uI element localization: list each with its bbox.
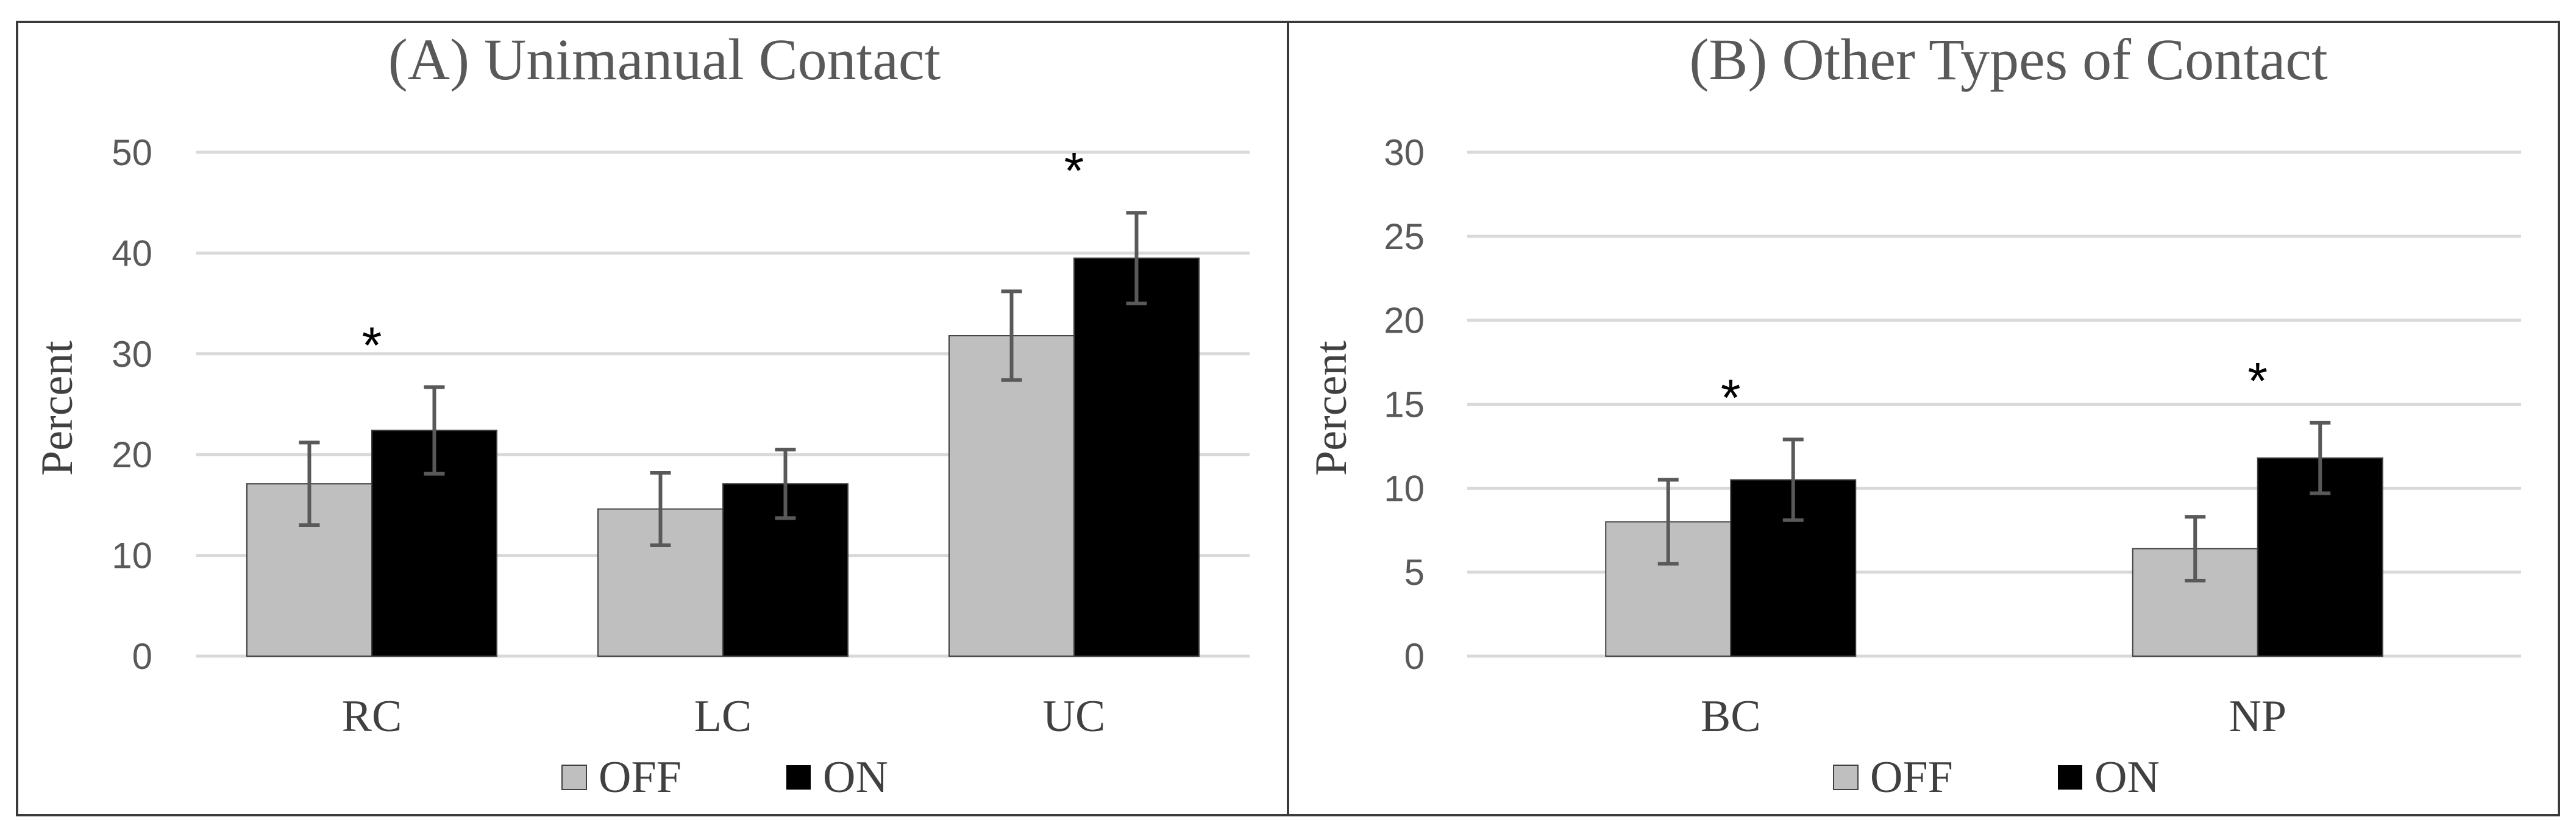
panel-a-y-tick-label: 50 [112, 132, 152, 173]
panel-b-legend-on-label: ON [2094, 752, 2160, 802]
panel-b-y-tick-labels: 0 5 10 15 20 25 30 [1384, 132, 1425, 677]
panel-b-x-tick-label-bc: BC [1701, 691, 1761, 741]
panel-b: (B) Other Types of Contact Percent 0 5 10 1… [1287, 21, 2560, 816]
panel-a-x-tick-labels: RC LC UC [342, 691, 1106, 741]
panel-b-significance-markers: * * [1721, 352, 2268, 426]
panel-a-legend: OFF ON [561, 752, 888, 802]
panel-a-legend-off-swatch [561, 765, 587, 790]
panel-b-y-tick-label: 15 [1384, 384, 1425, 425]
panel-b-legend: OFF ON [1833, 752, 2160, 802]
panel-b-y-tick-label: 30 [1384, 132, 1425, 173]
panel-a-significance-marker-rc: * [362, 316, 382, 373]
panel-b-y-tick-label: 10 [1384, 468, 1425, 509]
panel-b-y-tick-label: 0 [1404, 636, 1425, 677]
panel-b-y-tick-label: 5 [1404, 552, 1425, 593]
panel-a-y-tick-label: 30 [112, 334, 152, 375]
panel-b-legend-off-swatch [1833, 765, 1859, 790]
panel-b-significance-marker-bc: * [1721, 369, 1741, 426]
panel-b-y-tick-label: 20 [1384, 300, 1425, 341]
panel-a-y-tick-label: 20 [112, 434, 152, 475]
panel-b-x-tick-labels: BC NP [1701, 691, 2286, 741]
panel-a-significance-marker-uc: * [1064, 142, 1084, 199]
panel-b-significance-marker-np: * [2247, 352, 2268, 409]
panel-b-error-bars [1657, 420, 2331, 582]
panel-b-y-tick-label: 25 [1384, 216, 1425, 257]
panel-a-y-tick-label: 40 [112, 233, 152, 274]
panel-b-y-axis-label: Percent [1306, 341, 1356, 476]
panel-a-x-tick-label-rc: RC [342, 691, 402, 741]
panel-b-x-tick-label-np: NP [2229, 691, 2286, 741]
panel-a-x-tick-label-uc: UC [1043, 691, 1106, 741]
panel-b-legend-on-swatch [2058, 765, 2082, 790]
panel-a-y-tick-labels: 0 10 20 30 40 50 [112, 132, 152, 677]
panel-b-legend-off-label: OFF [1870, 752, 1953, 802]
panel-a-significance-markers: ** [362, 142, 1084, 373]
panel-a-legend-on-swatch [786, 765, 811, 790]
panel-a-bar-uc-off [948, 335, 1075, 657]
panel-a-title: (A) Unimanual Contact [388, 27, 941, 92]
panel-b-title: (B) Other Types of Contact [1689, 27, 2328, 92]
panel-a-y-axis-label: Percent [32, 341, 82, 476]
panel-a-legend-on-label: ON [823, 752, 888, 802]
panel-a-y-tick-label: 10 [112, 536, 152, 576]
panel-a-error-bars [299, 211, 1147, 548]
panel-a-legend-off-label: OFF [599, 752, 681, 802]
panel-a-y-tick-label: 0 [132, 636, 152, 677]
panel-a: (A) Unimanual Contact Percent 0 10 20 30 40 5… [16, 21, 1289, 816]
panel-b-border [1287, 21, 2560, 816]
panel-a-bar-uc-on [1073, 257, 1200, 657]
panel-a-x-tick-label-lc: LC [694, 691, 752, 741]
